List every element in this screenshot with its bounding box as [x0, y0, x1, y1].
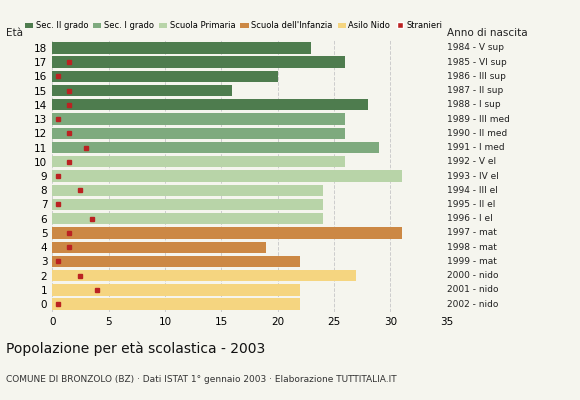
Text: 1987 - II sup: 1987 - II sup [447, 86, 503, 95]
Bar [52, 71, 278, 82]
Text: COMUNE DI BRONZOLO (BZ) · Dati ISTAT 1° gennaio 2003 · Elaborazione TUTTITALIA.I: COMUNE DI BRONZOLO (BZ) · Dati ISTAT 1° … [6, 375, 396, 384]
Text: 1995 - II el: 1995 - II el [447, 200, 495, 209]
Bar [52, 42, 311, 54]
Legend: Sec. II grado, Sec. I grado, Scuola Primaria, Scuola dell'Infanzia, Asilo Nido, : Sec. II grado, Sec. I grado, Scuola Prim… [25, 21, 442, 30]
Text: 1993 - IV el: 1993 - IV el [447, 172, 498, 180]
Bar [52, 298, 300, 310]
Bar [52, 170, 401, 182]
Text: Età: Età [6, 28, 23, 38]
Bar [52, 213, 322, 224]
Text: 2001 - nido: 2001 - nido [447, 286, 498, 294]
Bar [52, 270, 357, 281]
Text: 1988 - I sup: 1988 - I sup [447, 100, 500, 109]
Text: 1986 - III sup: 1986 - III sup [447, 72, 506, 81]
Bar [52, 128, 345, 139]
Text: 1989 - III med: 1989 - III med [447, 114, 509, 124]
Bar [52, 85, 233, 96]
Bar [52, 156, 345, 168]
Text: 1997 - mat: 1997 - mat [447, 228, 496, 238]
Text: 2002 - nido: 2002 - nido [447, 300, 498, 309]
Bar [52, 284, 300, 296]
Text: Anno di nascita: Anno di nascita [447, 28, 527, 38]
Text: 1991 - I med: 1991 - I med [447, 143, 504, 152]
Text: 2000 - nido: 2000 - nido [447, 271, 498, 280]
Text: 1999 - mat: 1999 - mat [447, 257, 496, 266]
Bar [52, 56, 345, 68]
Text: 1996 - I el: 1996 - I el [447, 214, 492, 223]
Text: 1994 - III el: 1994 - III el [447, 186, 498, 195]
Bar [52, 184, 322, 196]
Text: 1998 - mat: 1998 - mat [447, 243, 496, 252]
Text: 1984 - V sup: 1984 - V sup [447, 43, 503, 52]
Text: 1992 - V el: 1992 - V el [447, 157, 496, 166]
Text: 1985 - VI sup: 1985 - VI sup [447, 58, 506, 66]
Bar [52, 99, 368, 110]
Bar [52, 199, 322, 210]
Bar [52, 242, 266, 253]
Text: 1990 - II med: 1990 - II med [447, 129, 507, 138]
Bar [52, 142, 379, 153]
Bar [52, 227, 401, 239]
Bar [52, 113, 345, 125]
Bar [52, 256, 300, 267]
Text: Popolazione per età scolastica - 2003: Popolazione per età scolastica - 2003 [6, 342, 265, 356]
